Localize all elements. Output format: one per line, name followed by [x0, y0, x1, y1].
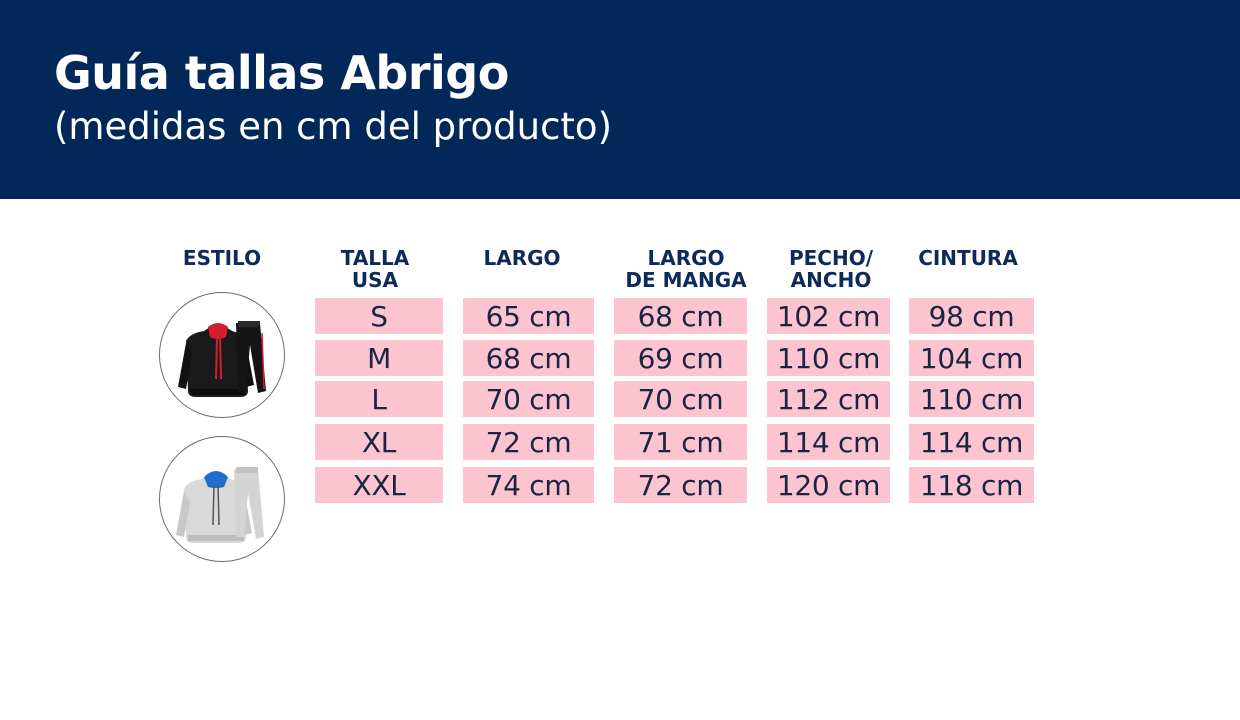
header-largo: LARGO	[483, 246, 561, 270]
cell-largo-manga: 71 cm	[614, 424, 747, 460]
grey-tracksuit-icon	[176, 467, 264, 543]
page-title: Guía tallas Abrigo	[54, 46, 509, 100]
page-subtitle: (medidas en cm del producto)	[54, 105, 612, 148]
cell-largo: 70 cm	[463, 381, 594, 417]
cell-largo-manga: 68 cm	[614, 298, 747, 334]
header-banner: Guía tallas Abrigo (medidas en cm del pr…	[0, 0, 1240, 199]
header-pecho: PECHO/ ANCHO	[788, 246, 874, 292]
cell-largo-manga: 69 cm	[614, 340, 747, 376]
cell-size: L	[315, 381, 443, 417]
style-grey-tracksuit	[159, 436, 285, 562]
cell-size: XL	[315, 424, 443, 460]
cell-largo: 74 cm	[463, 467, 594, 503]
cell-largo: 65 cm	[463, 298, 594, 334]
cell-cintura: 114 cm	[909, 424, 1034, 460]
cell-cintura: 118 cm	[909, 467, 1034, 503]
cell-largo: 72 cm	[463, 424, 594, 460]
cell-size: S	[315, 298, 443, 334]
black-tracksuit-icon	[178, 321, 266, 397]
style-black-tracksuit	[159, 292, 285, 418]
cell-pecho: 120 cm	[767, 467, 890, 503]
header-largo-manga: LARGO DE MANGA	[625, 246, 747, 292]
cell-pecho: 102 cm	[767, 298, 890, 334]
cell-pecho: 112 cm	[767, 381, 890, 417]
cell-size: M	[315, 340, 443, 376]
cell-pecho: 114 cm	[767, 424, 890, 460]
cell-cintura: 110 cm	[909, 381, 1034, 417]
cell-cintura: 98 cm	[909, 298, 1034, 334]
header-estilo: ESTILO	[182, 246, 262, 270]
cell-pecho: 110 cm	[767, 340, 890, 376]
cell-cintura: 104 cm	[909, 340, 1034, 376]
header-talla: TALLA USA	[340, 246, 410, 292]
header-cintura: CINTURA	[918, 246, 1018, 270]
cell-largo-manga: 72 cm	[614, 467, 747, 503]
cell-size: XXL	[315, 467, 443, 503]
cell-largo-manga: 70 cm	[614, 381, 747, 417]
cell-largo: 68 cm	[463, 340, 594, 376]
